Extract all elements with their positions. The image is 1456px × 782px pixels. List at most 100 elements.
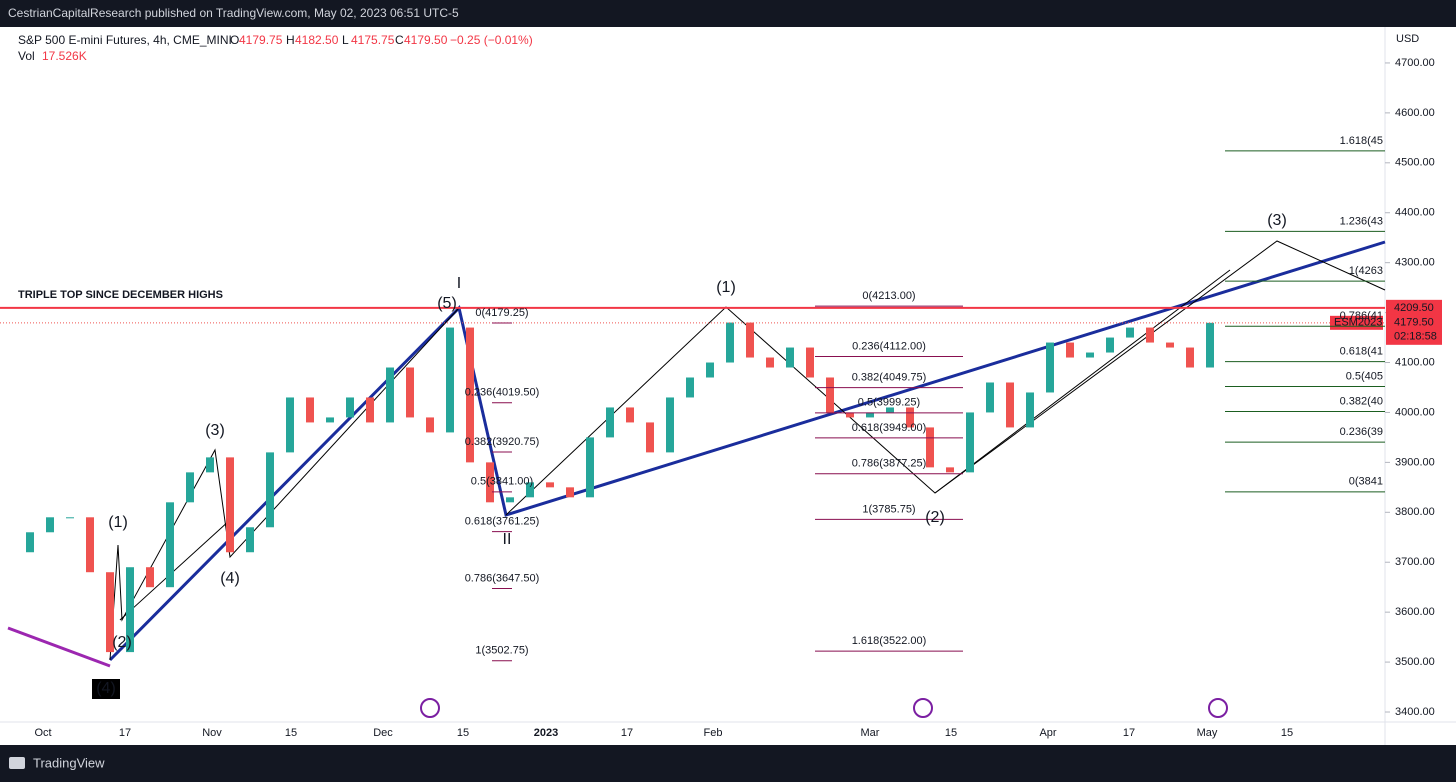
candle-body <box>766 357 774 368</box>
footer-brand: TradingView <box>33 755 105 770</box>
y-tick-label: 4100.00 <box>1395 356 1435 368</box>
candle-body <box>946 467 954 473</box>
candle-body <box>586 437 594 498</box>
candle-body <box>686 377 694 398</box>
fib-label: 0.618(3949.00) <box>852 422 927 434</box>
x-tick-label: Apr <box>1039 727 1056 739</box>
candle-body <box>426 417 434 433</box>
candle-body <box>206 457 214 473</box>
symbol: S&P 500 E-mini Futures, 4h, CME_MINI <box>18 33 232 47</box>
y-tick-label: 3800.00 <box>1395 506 1435 518</box>
price-tag-label: 4179.50 <box>1394 317 1434 329</box>
fib-label: 0.618(41 <box>1340 346 1383 358</box>
channel-line <box>934 269 1231 494</box>
candle-body <box>146 567 154 588</box>
y-tick-label: 4300.00 <box>1395 257 1435 269</box>
y-tick-label: 4700.00 <box>1395 57 1435 69</box>
candle-body <box>66 517 74 519</box>
candle-body <box>246 527 254 553</box>
candle-body <box>1126 327 1134 338</box>
wave-label: (4) <box>96 680 116 697</box>
x-tick-label: 17 <box>119 727 131 739</box>
candle-body <box>1066 342 1074 358</box>
candle-body <box>566 487 574 498</box>
x-tick-label: Oct <box>34 727 51 739</box>
candle-body <box>1106 337 1114 353</box>
candle-body <box>186 472 194 503</box>
candle-body <box>326 417 334 423</box>
candle-body <box>926 427 934 468</box>
candle-body <box>386 367 394 423</box>
candle-body <box>706 362 714 378</box>
y-tick-label: 3600.00 <box>1395 606 1435 618</box>
fib-label: 0.786(41 <box>1340 310 1383 322</box>
candle-body <box>626 407 634 423</box>
wave-label: (3) <box>1267 212 1287 229</box>
wave-label: (5) <box>437 295 457 312</box>
fib-label: 1(3502.75) <box>475 645 528 657</box>
wave-label-box <box>92 679 120 699</box>
fib-label: 0.5(405 <box>1346 370 1383 382</box>
fib-label: 1(3785.75) <box>862 503 915 515</box>
wave-label: I <box>457 275 461 292</box>
candle-body <box>346 397 354 418</box>
fib-label: 0(3841 <box>1349 476 1383 488</box>
fib-label: 0.236(4019.50) <box>465 387 540 399</box>
candle-body <box>446 327 454 433</box>
event-icons[interactable] <box>420 698 1228 718</box>
y-tick-label: 3500.00 <box>1395 656 1435 668</box>
x-tick-label: 17 <box>621 727 633 739</box>
volume-value: 17.526K <box>42 49 87 63</box>
candle-body <box>986 382 994 413</box>
wave-label: (4) <box>220 570 240 587</box>
y-tick-label: 3400.00 <box>1395 706 1435 718</box>
candle-body <box>1206 322 1214 368</box>
candle-body <box>266 452 274 528</box>
x-tick-label: Nov <box>202 727 222 739</box>
fib-label: 0.236(4112.00) <box>852 340 926 352</box>
wave-label: (1) <box>716 279 736 296</box>
candle-body <box>726 322 734 363</box>
x-tick-label: 17 <box>1123 727 1135 739</box>
wave-label: (1) <box>108 514 128 531</box>
candle-body <box>486 462 494 503</box>
candle-body <box>306 397 314 423</box>
fib-label: 0.618(3761.25) <box>465 516 540 528</box>
price-tag <box>1386 299 1442 316</box>
fib-label: 0.786(3647.50) <box>465 572 540 584</box>
candle-body <box>906 407 914 428</box>
wave-label: (2) <box>112 634 132 651</box>
annotation: TRIPLE TOP SINCE DECEMBER HIGHS <box>18 289 223 301</box>
tv-logo <box>9 757 25 769</box>
channel-line <box>119 519 231 621</box>
fib-label: 0.786(3877.25) <box>852 458 927 470</box>
candle-body <box>966 412 974 473</box>
fib-label: 0.382(40 <box>1340 395 1383 407</box>
x-tick-label: 2023 <box>534 727 558 739</box>
candle-body <box>886 407 894 413</box>
candle-body <box>1006 382 1014 428</box>
price-tag <box>1386 314 1442 345</box>
ohlc-value: 4179.75 <box>239 33 283 47</box>
y-tick-label: 3700.00 <box>1395 556 1435 568</box>
candle-body <box>506 497 514 503</box>
candle-body <box>286 397 294 453</box>
candle-body <box>1086 352 1094 358</box>
fib-label: 1(4263 <box>1349 265 1383 277</box>
wave-label: (3) <box>205 422 225 439</box>
fib-label: 0.5(3841.00) <box>471 476 533 488</box>
candle-body <box>646 422 654 453</box>
candle-body <box>106 572 114 653</box>
trend-line <box>7 626 111 668</box>
ohlc-value: 4179.50 <box>404 33 448 47</box>
header-bar <box>0 0 1456 27</box>
ohlc-key: H <box>286 33 295 47</box>
candle-body <box>746 322 754 358</box>
x-tick-label: Dec <box>373 727 393 739</box>
candle-body <box>846 412 854 418</box>
volume-label: Vol <box>18 49 35 63</box>
candle-body <box>86 517 94 573</box>
fib-label: 0(4213.00) <box>862 290 915 302</box>
fib-label: 1.618(45 <box>1340 135 1383 147</box>
